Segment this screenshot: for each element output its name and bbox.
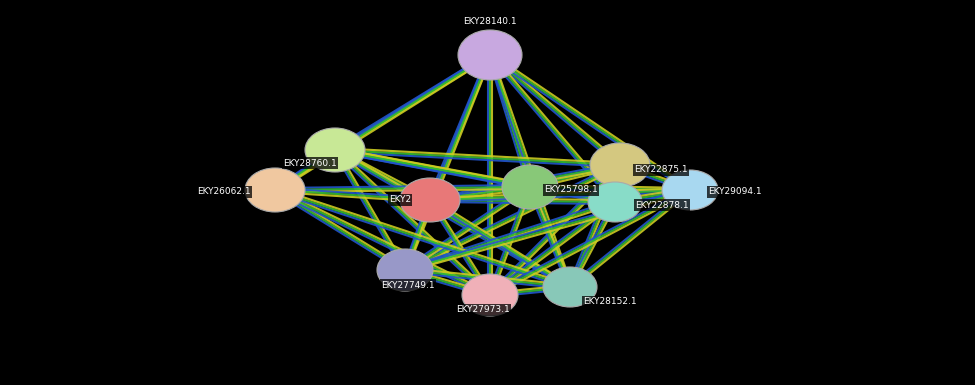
Ellipse shape	[590, 143, 650, 187]
Ellipse shape	[377, 249, 433, 291]
Text: EKY27973.1: EKY27973.1	[456, 306, 510, 315]
Text: EKY28152.1: EKY28152.1	[583, 298, 637, 306]
Ellipse shape	[462, 274, 518, 316]
Ellipse shape	[662, 170, 718, 210]
Text: EKY27749.1: EKY27749.1	[381, 281, 435, 290]
Ellipse shape	[502, 165, 558, 209]
Ellipse shape	[305, 128, 365, 172]
Text: EKY28140.1: EKY28140.1	[463, 17, 517, 27]
Text: EKY26062.1: EKY26062.1	[197, 187, 251, 196]
Text: EKY22878.1: EKY22878.1	[635, 201, 688, 209]
Text: EKY25798.1: EKY25798.1	[544, 186, 598, 194]
Text: EKY22875.1: EKY22875.1	[634, 166, 687, 174]
Ellipse shape	[588, 182, 642, 222]
Ellipse shape	[458, 30, 522, 80]
Text: EKY28760.1: EKY28760.1	[283, 159, 337, 167]
Text: EKY29094.1: EKY29094.1	[708, 187, 761, 196]
Ellipse shape	[245, 168, 305, 212]
Ellipse shape	[400, 178, 460, 222]
Text: EKY2: EKY2	[389, 196, 411, 204]
Ellipse shape	[543, 267, 597, 307]
